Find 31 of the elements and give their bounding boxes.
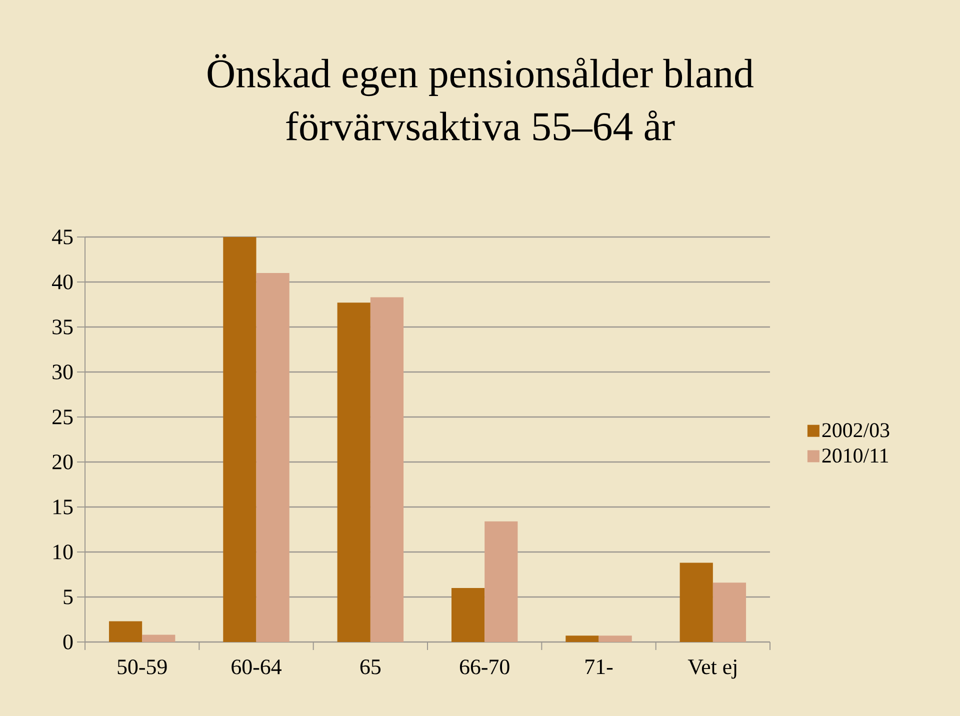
y-tick-label: 25: [52, 410, 73, 424]
y-tick-label: 5: [64, 590, 73, 604]
bar: [370, 297, 404, 642]
x-tick-label: 60-64: [232, 660, 282, 674]
x-tick-label: 66-70: [460, 660, 510, 674]
x-tick-label: 50-59: [118, 660, 167, 674]
y-tick-label: 10: [53, 544, 73, 560]
y-tick-label: 15: [53, 500, 73, 514]
y-tick-label: 20: [52, 454, 73, 470]
bar: [680, 562, 713, 642]
x-tick-label: 65: [360, 660, 381, 674]
y-tick-label: 30: [52, 364, 73, 380]
bar: [566, 636, 599, 642]
y-tick-label: 40: [52, 274, 73, 290]
x-tick-label: 71-: [586, 660, 613, 674]
bar: [108, 621, 142, 642]
bar: [712, 582, 746, 642]
chart-title: Önskad egen pensionsålder bland förvärvsaktiva 55–64 år: [208, 54, 754, 140]
bar: [337, 302, 370, 642]
bar: [256, 272, 290, 642]
legend-label: 2002/03: [822, 423, 890, 438]
x-tick-label: Vet ej: [688, 660, 736, 679]
legend-label: 2010/11: [822, 448, 888, 463]
y-tick-label: 45: [52, 230, 73, 244]
bar: [484, 521, 518, 642]
y-tick-label: 0: [63, 634, 73, 650]
bar: [598, 636, 632, 642]
y-tick-label: 35: [52, 320, 73, 334]
bar: [451, 588, 485, 642]
bar: [223, 236, 256, 642]
bar: [142, 634, 176, 642]
